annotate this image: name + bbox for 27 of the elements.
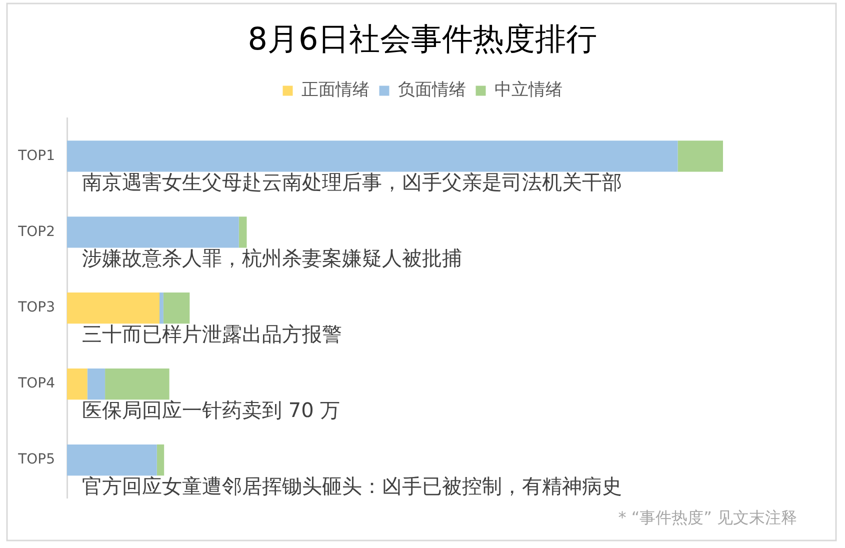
bar: [105, 368, 170, 400]
annotation: 医保局回应一针药卖到 70 万: [82, 398, 340, 422]
bar: [156, 444, 164, 476]
legend-label: 负面情绪: [398, 80, 466, 100]
text: * “事件热度” 见文末注释: [618, 508, 797, 528]
bar: [67, 368, 88, 400]
bar: [159, 292, 164, 324]
y-tick-label: TOP4: [17, 376, 56, 392]
annotation: 涉嫌故意杀人罪，杭州杀妻案嫌疑人被批捕: [82, 246, 462, 270]
y-tick-label: TOP1: [17, 148, 55, 164]
y-tick-label: TOP3: [17, 300, 55, 316]
annotation: 南京遇害女生父母赴云南处理后事，凶手父亲是司法机关干部: [82, 170, 622, 194]
bar: [67, 292, 160, 324]
y-tick-label: TOP2: [17, 224, 55, 240]
legend-label: 中立情绪: [494, 80, 562, 100]
legend-label: 正面情绪: [301, 80, 370, 100]
bar: [67, 444, 157, 476]
bar: [67, 216, 239, 248]
annotation: 官方回应女童遭邻居挥锄头砸头：凶手已被控制，有精神病史: [82, 474, 622, 498]
bar: [67, 140, 678, 172]
bar: [163, 292, 190, 324]
bar: [238, 216, 247, 248]
bar: [87, 368, 106, 400]
chart-title: 8月6日社会事件热度排行: [248, 22, 598, 58]
annotation: 三十而已样片泄露出品方报警: [82, 322, 342, 346]
y-tick-label: TOP5: [17, 452, 55, 468]
bar: [678, 140, 723, 172]
